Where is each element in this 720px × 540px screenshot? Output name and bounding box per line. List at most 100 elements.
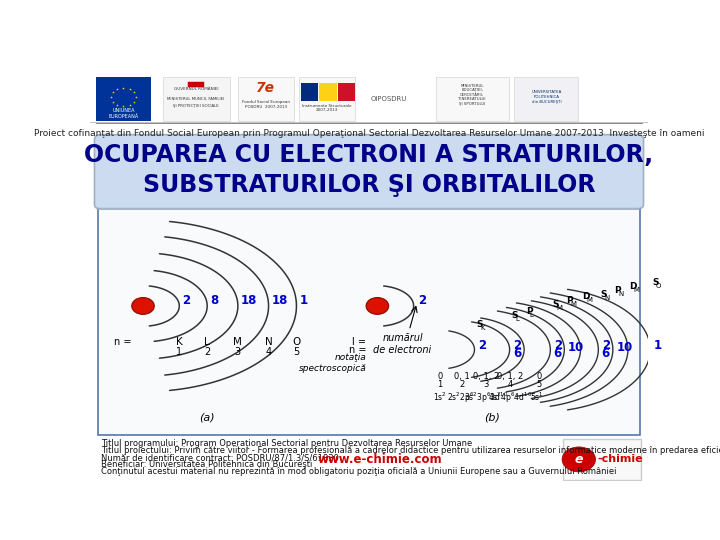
Text: MINISTERUL MUNCII, FAMILIEI: MINISTERUL MUNCII, FAMILIEI xyxy=(167,97,225,101)
Text: P: P xyxy=(566,296,572,306)
Text: numărul
de electroni: numărul de electroni xyxy=(374,333,431,355)
Text: Fondul Social European
POSDRU  2007-2013: Fondul Social European POSDRU 2007-2013 xyxy=(242,100,289,109)
Text: P: P xyxy=(615,286,621,295)
Text: 4: 4 xyxy=(266,347,271,357)
Text: Beneficiar: Universitatea Politehnica din Bucureşti: Beneficiar: Universitatea Politehnica di… xyxy=(101,460,312,469)
Text: 2: 2 xyxy=(478,339,486,352)
Text: D: D xyxy=(629,282,637,291)
Text: O: O xyxy=(656,284,661,289)
Text: 10: 10 xyxy=(567,341,584,354)
Text: notaţia
spectroscopică: notaţia spectroscopică xyxy=(299,353,366,373)
Text: K: K xyxy=(480,325,485,331)
Text: -chimie: -chimie xyxy=(598,454,644,464)
Text: M: M xyxy=(556,305,562,311)
Text: 0: 0 xyxy=(437,373,443,381)
Text: Instrumente Structurale
2007-2013: Instrumente Structurale 2007-2013 xyxy=(302,104,352,112)
FancyBboxPatch shape xyxy=(562,439,642,480)
Text: 6: 6 xyxy=(554,347,562,360)
Text: 2: 2 xyxy=(513,339,521,352)
Text: UNIVERSITATEA
POLITEHNICA
din BUCUREŞTI: UNIVERSITATEA POLITEHNICA din BUCUREŞTI xyxy=(531,90,562,104)
Text: Număr de identificare contract: POSDRU/87/1.3/S/61830: Număr de identificare contract: POSDRU/8… xyxy=(101,453,339,462)
Bar xyxy=(320,83,337,102)
Text: 0, 1, 2: 0, 1, 2 xyxy=(497,373,523,381)
Text: 4: 4 xyxy=(508,380,513,389)
Text: 1s$^2$: 1s$^2$ xyxy=(433,390,447,403)
Text: 0, 1, 2: 0, 1, 2 xyxy=(473,373,499,381)
Text: N: N xyxy=(265,337,272,347)
FancyBboxPatch shape xyxy=(300,77,355,121)
Text: N: N xyxy=(618,291,624,297)
Text: Titlul programului: Program Operaţional Sectorial pentru Dezvoltarea Resurselor : Titlul programului: Program Operaţional … xyxy=(101,439,472,448)
Text: 18: 18 xyxy=(271,294,288,307)
Text: Titlul proiectului: Privim către viitor - Formarea profesională a cadrelor didac: Titlul proiectului: Privim către viitor … xyxy=(101,446,720,455)
Text: 3: 3 xyxy=(235,347,241,357)
Text: 2s$^2$2p$^6$: 2s$^2$2p$^6$ xyxy=(447,390,474,405)
Circle shape xyxy=(562,447,595,472)
Text: D: D xyxy=(582,292,590,301)
FancyBboxPatch shape xyxy=(94,134,644,209)
Text: M: M xyxy=(586,297,592,303)
Text: O: O xyxy=(292,337,300,347)
Text: M: M xyxy=(634,287,639,293)
FancyBboxPatch shape xyxy=(163,77,230,121)
Text: 2: 2 xyxy=(182,294,190,307)
Text: S: S xyxy=(476,320,482,329)
Text: Proiect cofinanţat din Fondul Social European prin Programul Operaţional Sectori: Proiect cofinanţat din Fondul Social Eur… xyxy=(34,129,704,138)
Text: 2: 2 xyxy=(554,339,562,352)
Text: 1: 1 xyxy=(437,380,443,389)
Text: S: S xyxy=(652,278,658,287)
Text: MINISTERUL
EDUCAŢIEI,
CERCETĂRII,
TINEREATULUI
ŞI SPORTULUI: MINISTERUL EDUCAŢIEI, CERCETĂRII, TINERE… xyxy=(459,84,486,106)
Text: 6: 6 xyxy=(513,347,521,360)
FancyBboxPatch shape xyxy=(514,77,578,121)
Text: 2: 2 xyxy=(418,294,426,307)
Text: 6: 6 xyxy=(602,347,610,360)
Text: 2: 2 xyxy=(459,380,464,389)
Text: OIPOSDRU: OIPOSDRU xyxy=(370,96,407,102)
Text: 0, 1: 0, 1 xyxy=(454,373,469,381)
Polygon shape xyxy=(188,82,204,87)
Text: S: S xyxy=(552,300,559,309)
Text: 2: 2 xyxy=(602,339,610,352)
Text: 1: 1 xyxy=(300,294,307,307)
Text: 3s$^2$3p$^6$3d$^{10}$: 3s$^2$3p$^6$3d$^{10}$ xyxy=(464,390,508,405)
Text: K: K xyxy=(176,337,183,347)
FancyBboxPatch shape xyxy=(96,77,151,121)
Text: GUVERNUL ROMÂNIEI: GUVERNUL ROMÂNIEI xyxy=(174,87,218,91)
Text: UNIUNEA
EUROPEANĂ: UNIUNEA EUROPEANĂ xyxy=(108,108,139,119)
Text: Conţinutul acestui material nu reprezintă în mod obligatoriu poziţia oficială a : Conţinutul acestui material nu reprezint… xyxy=(101,467,616,476)
Text: 18: 18 xyxy=(240,294,257,307)
Text: 5s$^1$: 5s$^1$ xyxy=(529,390,544,403)
Bar xyxy=(338,83,355,102)
Circle shape xyxy=(366,298,389,314)
Text: ŞI PROTECŢIEI SOCIALE: ŞI PROTECŢIEI SOCIALE xyxy=(173,104,219,107)
Text: S: S xyxy=(600,290,606,299)
Text: 2: 2 xyxy=(204,347,210,357)
Text: L: L xyxy=(204,337,210,347)
Text: 0: 0 xyxy=(536,373,541,381)
Text: n =: n = xyxy=(114,337,132,347)
Text: (b): (b) xyxy=(484,413,500,422)
Text: 4s$^2$4p$^6$4d$^{10}$: 4s$^2$4p$^6$4d$^{10}$ xyxy=(488,390,532,405)
Circle shape xyxy=(132,298,154,314)
FancyBboxPatch shape xyxy=(99,208,639,435)
Text: M: M xyxy=(570,301,576,307)
Text: L: L xyxy=(516,316,519,322)
Text: 3: 3 xyxy=(484,380,489,389)
Text: OCUPAREA CU ELECTRONI A STRATURILOR,
SUBSTRATURILOR ŞI ORBITALILOR: OCUPAREA CU ELECTRONI A STRATURILOR, SUB… xyxy=(84,143,654,197)
Text: M: M xyxy=(233,337,243,347)
Text: l =: l = xyxy=(352,337,366,347)
Text: 5: 5 xyxy=(536,380,541,389)
Text: 1: 1 xyxy=(654,339,662,352)
Text: 5: 5 xyxy=(293,347,300,357)
FancyBboxPatch shape xyxy=(436,77,508,121)
Text: 10: 10 xyxy=(616,341,632,354)
Text: 8: 8 xyxy=(210,294,218,307)
Text: L: L xyxy=(530,312,534,318)
FancyBboxPatch shape xyxy=(238,77,294,121)
Text: (a): (a) xyxy=(199,413,215,422)
Bar xyxy=(301,83,318,102)
Text: 1: 1 xyxy=(176,347,182,357)
Text: P: P xyxy=(526,307,532,316)
Text: S: S xyxy=(511,311,518,320)
Text: e: e xyxy=(575,453,583,466)
